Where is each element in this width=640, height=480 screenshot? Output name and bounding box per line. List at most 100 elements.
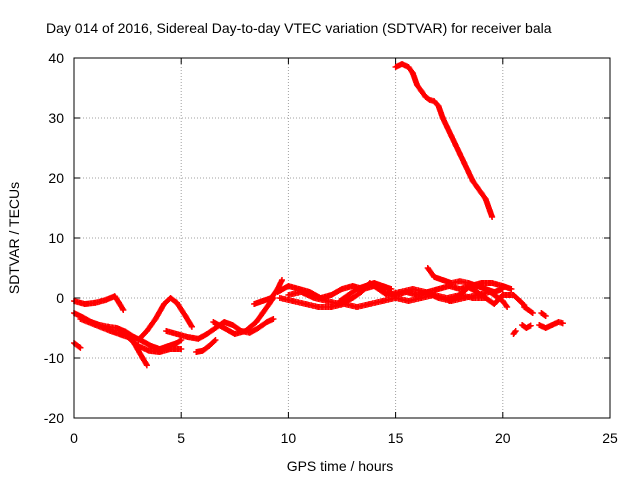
data-point (323, 298, 330, 304)
data-point (259, 298, 266, 304)
data-point (311, 295, 318, 301)
data-point (276, 295, 283, 301)
data-point (120, 328, 127, 334)
data-point (456, 286, 463, 292)
data-point (146, 347, 153, 354)
data-point (116, 299, 123, 306)
data-point (366, 301, 373, 307)
series-trace-e (120, 328, 150, 369)
data-point (405, 298, 412, 304)
data-point (392, 64, 399, 70)
data-point (221, 325, 228, 331)
data-point (461, 160, 468, 166)
data-point (482, 286, 489, 292)
data-point (199, 347, 206, 354)
data-point (270, 316, 277, 322)
data-point (448, 133, 455, 139)
data-point (336, 298, 343, 304)
data-point (242, 328, 249, 334)
data-point (210, 319, 217, 325)
data-point (255, 325, 262, 331)
data-point (456, 292, 463, 298)
data-point (399, 61, 406, 67)
data-point (523, 325, 530, 331)
data-point (285, 292, 292, 298)
data-point (444, 124, 451, 130)
chart-title: Day 014 of 2016, Sidereal Day-to-day VTE… (46, 20, 552, 36)
data-point (298, 289, 305, 295)
data-point (203, 331, 210, 337)
data-point (422, 94, 429, 100)
data-point (178, 346, 185, 352)
data-point (474, 184, 481, 190)
series-trace-o (424, 265, 506, 295)
data-point (491, 301, 498, 307)
data-point (469, 178, 476, 184)
data-point (259, 310, 266, 316)
data-point (212, 337, 219, 343)
y-tick-label: 40 (48, 50, 64, 66)
data-point (92, 299, 99, 306)
data-point (173, 340, 180, 346)
data-point (113, 325, 120, 331)
data-point (461, 295, 468, 301)
data-point (542, 313, 549, 319)
data-point (435, 286, 442, 292)
data-point (486, 208, 493, 214)
x-tick-label: 0 (70, 430, 78, 446)
data-point (103, 296, 110, 303)
data-point (81, 301, 88, 307)
data-point (418, 295, 425, 301)
x-axis-label: GPS time / hours (287, 458, 394, 474)
data-point (139, 355, 146, 361)
data-point (499, 298, 506, 304)
data-point (362, 283, 369, 289)
data-point (139, 338, 146, 345)
data-point (489, 280, 496, 286)
data-point (173, 331, 180, 337)
data-point (221, 319, 228, 325)
data-point (379, 283, 386, 289)
data-point (542, 325, 549, 331)
data-point (448, 280, 455, 286)
data-point (482, 295, 489, 301)
data-point (77, 316, 84, 322)
data-point (405, 64, 412, 70)
data-point (435, 103, 442, 109)
data-point (456, 278, 463, 285)
data-point (512, 328, 519, 334)
data-point (148, 343, 155, 349)
data-point (135, 337, 142, 343)
data-point (302, 301, 309, 307)
data-layer (71, 61, 566, 369)
data-point (289, 298, 296, 304)
data-point (111, 293, 118, 300)
y-tick-label: 30 (48, 110, 64, 126)
data-point (163, 328, 170, 334)
data-point (538, 310, 545, 316)
series-trace-g (163, 316, 277, 342)
data-point (354, 286, 361, 292)
data-point (92, 322, 99, 328)
data-point (525, 307, 532, 313)
data-point (456, 151, 463, 157)
data-point (274, 289, 281, 295)
data-point (349, 295, 356, 301)
data-point (431, 98, 438, 105)
data-point (371, 280, 378, 286)
data-point (231, 331, 238, 337)
plot-frame (73, 57, 611, 419)
data-point (516, 298, 523, 304)
data-point (349, 283, 356, 289)
data-point (161, 301, 168, 307)
data-point (409, 70, 416, 76)
series-trace-n (336, 280, 395, 304)
x-tick-label: 15 (388, 430, 404, 446)
data-point (328, 292, 335, 298)
data-point (510, 292, 517, 298)
y-tick-label: 10 (48, 230, 64, 246)
data-point (120, 307, 127, 313)
